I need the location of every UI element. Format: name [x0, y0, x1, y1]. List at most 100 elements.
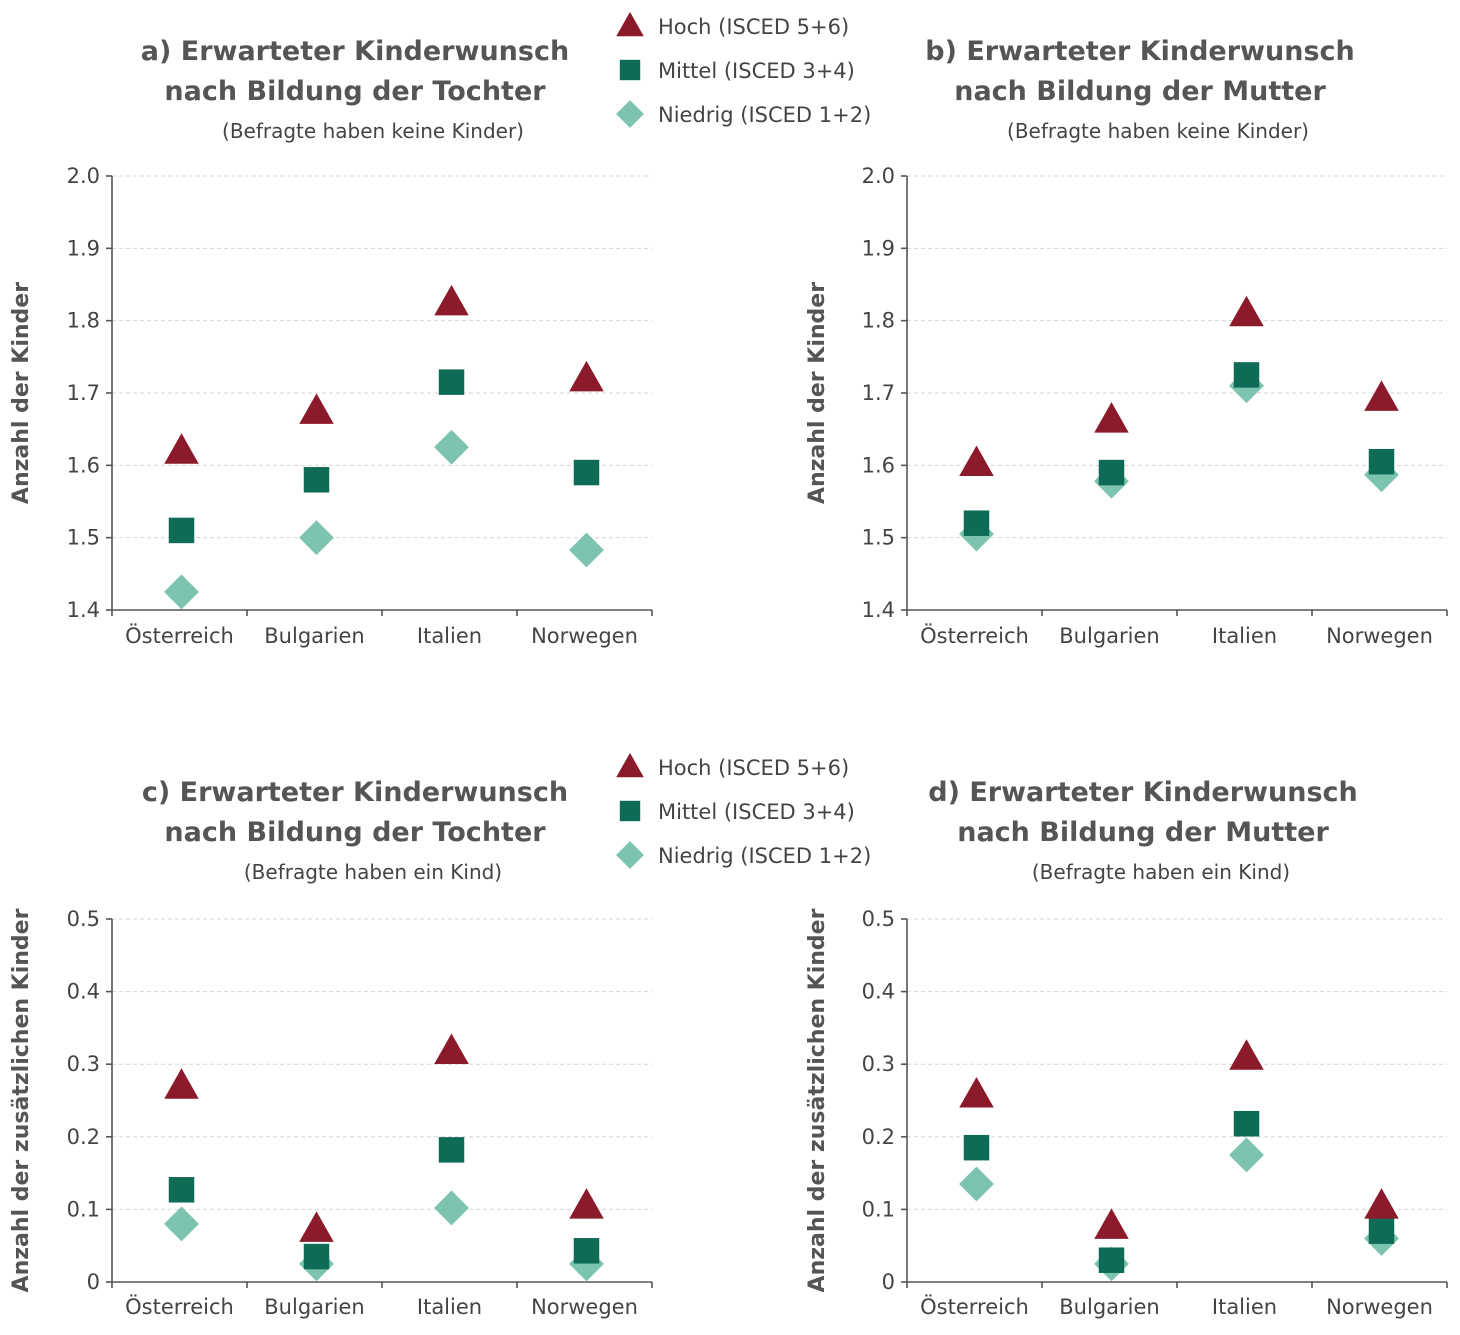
data-point-hoch — [569, 1188, 604, 1219]
y-tick-label: 0.5 — [67, 907, 100, 931]
data-point-hoch — [1094, 402, 1129, 433]
y-tick-label: 0.5 — [862, 907, 895, 931]
y-tick-label: 0.4 — [862, 980, 895, 1004]
data-point-niedrig — [434, 429, 469, 465]
legend-swatch-hoch — [616, 11, 644, 37]
y-tick-label: 1.9 — [862, 236, 895, 260]
y-tick-label: 1.6 — [862, 453, 895, 477]
data-point-mittel — [963, 510, 990, 536]
data-point-niedrig — [1229, 1137, 1264, 1173]
y-tick-label: 0.2 — [862, 1125, 895, 1149]
y-tick-label: 1.7 — [67, 381, 100, 405]
y-tick-label: 1.5 — [67, 526, 100, 550]
y-axis-label: Anzahl der Kinder — [805, 282, 830, 504]
x-tick-label: Österreich — [125, 623, 234, 648]
legend-label: Niedrig (ISCED 1+2) — [658, 844, 871, 868]
data-point-niedrig — [569, 532, 604, 568]
data-point-mittel — [438, 1137, 465, 1163]
y-tick-label: 0.3 — [862, 1052, 895, 1076]
legend-swatch-niedrig — [616, 841, 644, 869]
data-point-mittel — [1098, 459, 1125, 486]
data-point-hoch — [434, 1033, 469, 1064]
data-point-hoch — [959, 1077, 994, 1108]
x-tick-label: Norwegen — [531, 1295, 638, 1319]
data-point-hoch — [164, 1068, 199, 1099]
legend: Hoch (ISCED 5+6) Mittel (ISCED 3+4) Niedri… — [616, 752, 871, 869]
y-tick-label: 1.5 — [862, 526, 895, 550]
data-point-hoch — [1229, 295, 1264, 327]
y-tick-label: 0.1 — [67, 1197, 100, 1221]
data-point-hoch — [1364, 1188, 1399, 1219]
data-point-niedrig — [299, 520, 334, 556]
chart-title-line: c) Erwarteter Kinderwunsch — [142, 777, 568, 808]
chart-panel-c: c) Erwarteter Kinderwunsch nach Bildung d… — [9, 777, 653, 1319]
x-tick-label: Italien — [417, 624, 482, 648]
x-tick-label: Bulgarien — [1059, 1295, 1159, 1319]
data-point-mittel — [168, 517, 195, 544]
chart-title-line: nach Bildung der Tochter — [164, 817, 546, 848]
legend: Hoch (ISCED 5+6) Mittel (ISCED 3+4) Niedri… — [616, 11, 871, 128]
chart-panel-a: a) Erwarteter Kinderwunsch nach Bildung d… — [9, 36, 653, 648]
chart-title-line: nach Bildung der Tochter — [164, 76, 546, 107]
y-tick-label: 0.2 — [67, 1125, 100, 1149]
chart-title-line: a) Erwarteter Kinderwunsch — [141, 36, 569, 67]
chart-panel-b: b) Erwarteter Kinderwunsch nach Bildung d… — [805, 36, 1448, 648]
data-point-mittel — [1233, 1110, 1260, 1137]
legend-label: Niedrig (ISCED 1+2) — [658, 103, 871, 127]
data-point-mittel — [573, 1238, 600, 1264]
x-tick-label: Italien — [1212, 624, 1277, 648]
chart-title-line: d) Erwarteter Kinderwunsch — [928, 777, 1358, 808]
x-tick-label: Bulgarien — [1059, 624, 1159, 648]
data-point-niedrig — [434, 1190, 469, 1226]
y-tick-label: 1.8 — [862, 309, 895, 333]
y-axis-label: Anzahl der zusätzlichen Kinder — [9, 908, 34, 1292]
data-point-mittel — [1098, 1247, 1125, 1273]
chart-title-line: nach Bildung der Mutter — [954, 76, 1326, 107]
y-tick-label: 1.9 — [67, 236, 100, 260]
legend-label: Mittel (ISCED 3+4) — [658, 800, 855, 824]
chart-subtitle: (Befragte haben ein Kind) — [244, 860, 502, 884]
y-tick-label: 0.3 — [67, 1052, 100, 1076]
x-tick-label: Bulgarien — [264, 1295, 364, 1319]
x-tick-label: Österreich — [920, 1294, 1029, 1319]
y-axis-label: Anzahl der Kinder — [9, 282, 34, 504]
legend-label: Mittel (ISCED 3+4) — [658, 59, 855, 83]
data-point-mittel — [1368, 448, 1395, 475]
legend-swatch-hoch — [616, 752, 644, 778]
data-point-niedrig — [164, 1206, 199, 1242]
chart-subtitle: (Befragte haben ein Kind) — [1032, 860, 1290, 884]
y-tick-label: 1.6 — [67, 453, 100, 477]
data-point-hoch — [434, 284, 469, 316]
y-tick-label: 1.4 — [67, 598, 100, 622]
chart-subtitle: (Befragte haben keine Kinder) — [222, 119, 524, 143]
y-tick-label: 0 — [882, 1270, 895, 1294]
x-tick-label: Österreich — [920, 623, 1029, 648]
data-point-hoch — [959, 445, 994, 476]
data-point-mittel — [573, 459, 600, 486]
data-point-hoch — [1094, 1208, 1129, 1239]
chart-title-line: nach Bildung der Mutter — [957, 817, 1329, 848]
data-point-hoch — [1229, 1039, 1264, 1070]
x-tick-label: Norwegen — [1326, 624, 1433, 648]
data-point-mittel — [438, 369, 465, 395]
data-point-mittel — [168, 1177, 195, 1203]
x-tick-label: Österreich — [125, 1294, 234, 1319]
data-point-niedrig — [164, 574, 199, 610]
y-tick-label: 0.1 — [862, 1197, 895, 1221]
legend-label: Hoch (ISCED 5+6) — [658, 756, 849, 780]
chart-subtitle: (Befragte haben keine Kinder) — [1007, 119, 1309, 143]
data-point-hoch — [299, 1211, 334, 1242]
y-tick-label: 0.4 — [67, 980, 100, 1004]
data-point-hoch — [569, 360, 604, 392]
y-tick-label: 1.7 — [862, 381, 895, 405]
x-tick-label: Italien — [1212, 1295, 1277, 1319]
data-point-hoch — [1364, 380, 1399, 411]
legend-swatch-mittel — [619, 800, 641, 822]
x-tick-label: Italien — [417, 1295, 482, 1319]
data-point-mittel — [1233, 362, 1260, 388]
y-tick-label: 2.0 — [67, 164, 100, 188]
data-point-hoch — [299, 393, 334, 424]
data-point-mittel — [963, 1134, 990, 1161]
legend-label: Hoch (ISCED 5+6) — [658, 15, 849, 39]
data-point-mittel — [1368, 1218, 1395, 1244]
